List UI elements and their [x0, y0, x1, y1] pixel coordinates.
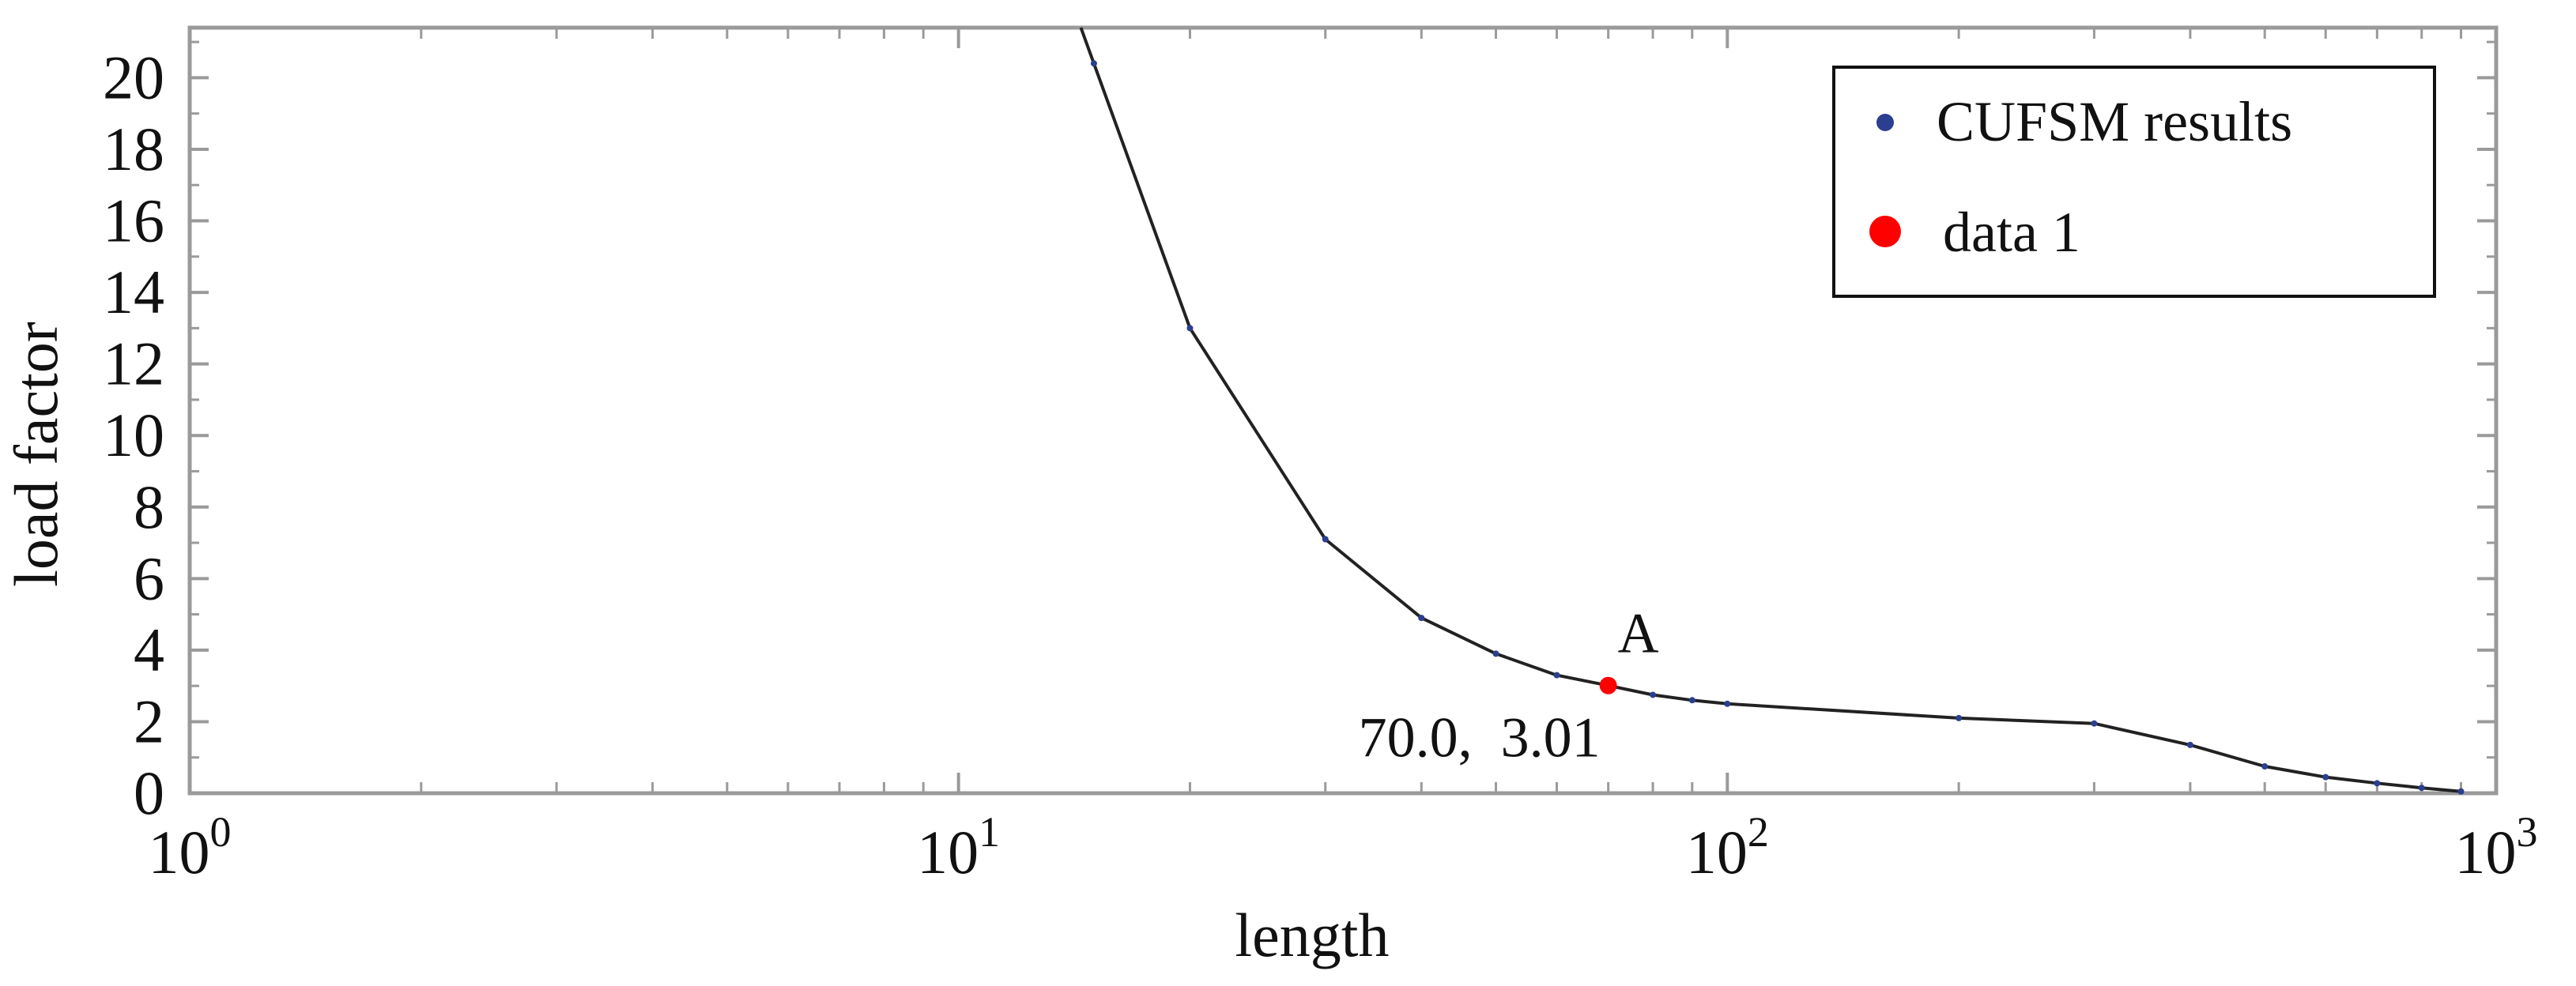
cufsm-results-point — [1090, 60, 1097, 67]
plot-frame — [187, 25, 2499, 796]
x-tick-label: 103 — [2455, 808, 2538, 886]
x-tick-label: 101 — [917, 808, 1000, 886]
legend-entry-cufsm: CUFSM results — [1937, 90, 2292, 153]
y-tick-label: 20 — [103, 43, 164, 111]
y-tick-label: 16 — [103, 186, 164, 255]
cufsm-results-point — [1186, 325, 1194, 332]
cufsm-results-point — [2322, 773, 2329, 781]
cufsm-results-point — [1553, 672, 1560, 679]
cufsm-results-point — [2186, 741, 2193, 748]
cufsm-results-point — [1724, 700, 1731, 707]
annotation-coordinates: 70.0, 3.01 — [1359, 706, 1601, 770]
y-axis-label: load factor — [2, 322, 70, 587]
x-axis-label: length — [1235, 901, 1390, 969]
cufsm-results-point — [2374, 780, 2381, 787]
cufsm-results-point — [1688, 697, 1695, 704]
cufsm-results-point — [2261, 763, 2269, 770]
legend-marker-cufsm — [1876, 114, 1894, 131]
y-tick-label: 4 — [134, 615, 164, 684]
y-tick-label: 8 — [134, 472, 164, 541]
cufsm-results-point — [2091, 720, 2098, 727]
cufsm-results-point — [1650, 691, 1657, 698]
cufsm-results-point — [2457, 788, 2465, 795]
y-tick-label: 10 — [103, 401, 164, 469]
cufsm-results-point — [1322, 536, 1329, 543]
y-tick-label: 2 — [134, 687, 164, 755]
legend-marker-data1 — [1869, 216, 1901, 247]
plot-area — [187, 25, 2499, 796]
data1-point — [1599, 676, 1617, 694]
annotation-label-a: A — [1618, 602, 1659, 665]
x-tick-label: 102 — [1686, 808, 1769, 886]
cufsm-results-point — [1492, 650, 1499, 657]
y-tick-label: 0 — [134, 758, 164, 827]
annotation-layer: A 70.0, 3.01 — [1359, 602, 1659, 770]
data-layer — [1079, 27, 2465, 795]
legend-entry-data1: data 1 — [1943, 201, 2080, 264]
y-tick-label: 14 — [103, 258, 164, 326]
cufsm-results-point — [1956, 714, 1963, 721]
legend: CUFSM results data 1 — [1832, 66, 2436, 298]
y-tick-label: 6 — [134, 544, 164, 612]
y-tick-label: 12 — [103, 329, 164, 398]
x-tick-label: 100 — [149, 808, 232, 886]
cufsm-results-point — [2418, 785, 2425, 792]
cufsm-results-point — [1418, 615, 1425, 622]
y-tick-label: 18 — [103, 115, 164, 183]
legend-box — [1832, 66, 2436, 298]
